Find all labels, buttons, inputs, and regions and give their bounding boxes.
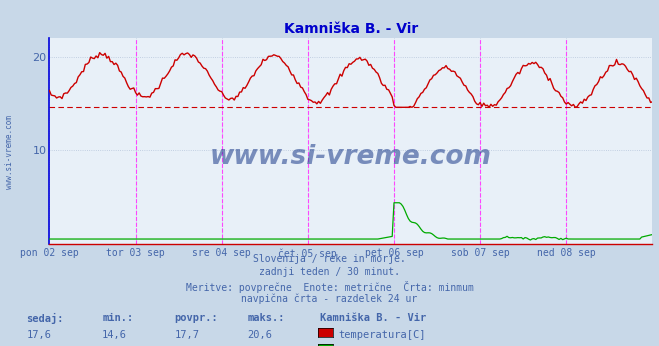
Title: Kamniška B. - Vir: Kamniška B. - Vir [284, 21, 418, 36]
Text: 17,7: 17,7 [175, 330, 200, 340]
Text: Kamniška B. - Vir: Kamniška B. - Vir [320, 313, 426, 323]
Text: temperatura[C]: temperatura[C] [338, 330, 426, 340]
Text: povpr.:: povpr.: [175, 313, 218, 323]
Text: min.:: min.: [102, 313, 133, 323]
Text: www.si-vreme.com: www.si-vreme.com [5, 115, 14, 189]
Text: Slovenija / reke in morje.: Slovenija / reke in morje. [253, 254, 406, 264]
Text: 20,6: 20,6 [247, 330, 272, 340]
Text: www.si-vreme.com: www.si-vreme.com [210, 145, 492, 171]
Text: zadnji teden / 30 minut.: zadnji teden / 30 minut. [259, 267, 400, 277]
Text: navpična črta - razdelek 24 ur: navpična črta - razdelek 24 ur [241, 294, 418, 304]
Text: maks.:: maks.: [247, 313, 285, 323]
Text: 17,6: 17,6 [26, 330, 51, 340]
Text: Meritve: povprečne  Enote: metrične  Črta: minmum: Meritve: povprečne Enote: metrične Črta:… [186, 281, 473, 293]
Text: sedaj:: sedaj: [26, 313, 64, 324]
Text: 14,6: 14,6 [102, 330, 127, 340]
